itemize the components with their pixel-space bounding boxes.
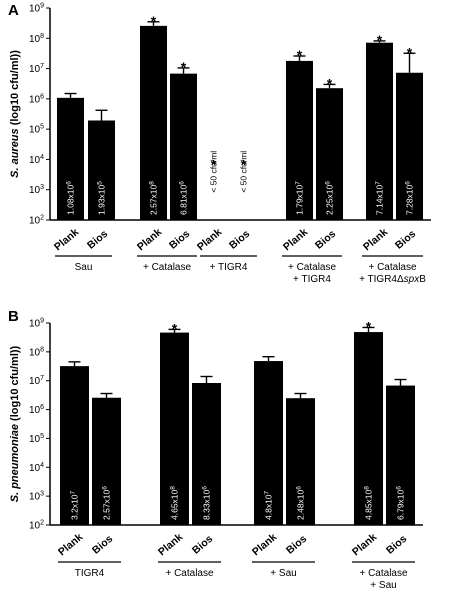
group-label: + Catalase (359, 568, 408, 579)
y-tick-label: 106 (29, 93, 44, 105)
group-label: + TIGR4 (210, 262, 248, 273)
y-tick-label: 103 (29, 491, 44, 503)
chart-panel-b: B S. pneumoniae (log10 cfu/ml)) 102 103 104 1… (8, 308, 423, 591)
x-tick-label: Bios (284, 533, 309, 557)
significance-star: * (377, 32, 383, 48)
y-tick-label: 109 (29, 318, 44, 330)
bar (192, 383, 221, 525)
bar (88, 120, 115, 220)
bar-value-label: 7.14x107 (375, 181, 385, 215)
x-tick-label: Plank (195, 226, 224, 253)
group-label: Sau (75, 262, 93, 273)
group-label: TIGR4 (75, 568, 105, 579)
bar-value-label: 4.65x108 (170, 486, 180, 520)
bar (57, 97, 84, 220)
group-label: + Sau (370, 580, 396, 591)
bar (316, 88, 343, 220)
significance-star: * (151, 13, 157, 29)
bar-value-label: 1.08x106 (66, 181, 76, 215)
group-label: + Catalase (165, 568, 214, 579)
bar (386, 385, 415, 525)
x-tick-label: Plank (156, 531, 185, 558)
panel-letter: B (8, 308, 19, 325)
bar-value-label: 2.57x108 (149, 181, 159, 215)
y-tick-label: 104 (29, 462, 44, 474)
x-tick-label: Bios (384, 533, 409, 557)
x-tick-label: Bios (393, 228, 418, 252)
bar-value-label: 6.81x106 (179, 181, 189, 215)
bar-value-label: 8.33x106 (202, 486, 212, 520)
x-tick-label: Plank (361, 226, 390, 253)
y-tick-label: 105 (29, 124, 44, 136)
bar (170, 73, 197, 220)
bar (396, 72, 423, 220)
bar (254, 361, 283, 525)
x-tick-label: Bios (167, 228, 192, 252)
bar-value-label: 3.2x107 (70, 490, 80, 520)
x-tick-label: Plank (350, 531, 379, 558)
significance-star: * (241, 156, 247, 172)
bar (354, 332, 383, 525)
x-tick-label: Plank (250, 531, 279, 558)
x-tick-label: Plank (52, 226, 81, 253)
bar-value-label: 1.93x105 (97, 181, 107, 215)
y-axis-label: S. pneumoniae (log10 cfu/ml)) (9, 345, 21, 502)
y-axis-label: S. aureus (log10 cfu/ml)) (9, 50, 21, 178)
bar-value-label: < 50 cfu/ml (209, 151, 219, 193)
bar (286, 60, 313, 221)
significance-star: * (211, 156, 217, 172)
x-tick-label: Plank (56, 531, 85, 558)
y-tick-label: 102 (29, 520, 44, 532)
y-tick-label: 104 (29, 154, 44, 166)
x-tick-label: Plank (135, 226, 164, 253)
x-tick-label: Bios (313, 228, 338, 252)
group-label: + Catalase (368, 262, 417, 273)
bar (366, 42, 393, 220)
significance-star: * (172, 320, 178, 336)
group-label: + Catalase (288, 262, 337, 273)
bar-value-label: 2.48x106 (296, 486, 306, 520)
bar-value-label: 4.85x108 (364, 486, 374, 520)
y-tick-label: 105 (29, 433, 44, 445)
panel-letter: A (8, 2, 19, 19)
bar (286, 398, 315, 525)
y-tick-label: 107 (29, 63, 44, 75)
bar (92, 397, 121, 525)
chart-panel-a: A S. aureus (log10 cfu/ml)) 102 103 104 105 10… (8, 2, 431, 285)
significance-star: * (297, 47, 303, 63)
group-label: + TIGR4 (293, 274, 331, 285)
bar-value-label: 2.25x106 (325, 181, 335, 215)
y-tick-label: 106 (29, 404, 44, 416)
bar (60, 366, 89, 525)
y-tick-label: 108 (29, 346, 44, 358)
x-tick-label: Plank (281, 226, 310, 253)
bar-value-label: < 50 cfu/ml (239, 151, 249, 193)
significance-star: * (407, 44, 413, 60)
bar-value-label: 2.57x106 (102, 486, 112, 520)
x-tick-label: Bios (90, 533, 115, 557)
significance-star: * (366, 318, 372, 334)
group-label: + Catalase (143, 262, 192, 273)
significance-star: * (327, 75, 333, 91)
y-tick-label: 107 (29, 375, 44, 387)
group-label: + Sau (270, 568, 296, 579)
bar-value-label: 6.79x106 (396, 486, 406, 520)
y-tick-label: 109 (29, 3, 44, 15)
group-label: + TIGR4ΔspxB (359, 274, 426, 285)
x-tick-label: Bios (227, 228, 252, 252)
y-tick-label: 108 (29, 33, 44, 45)
y-tick-label: 103 (29, 184, 44, 196)
bar-value-label: 1.79x107 (295, 181, 305, 215)
y-tick-label: 102 (29, 215, 44, 227)
bar-value-label: 7.28x106 (405, 181, 415, 215)
x-tick-label: Bios (190, 533, 215, 557)
bar (140, 25, 167, 221)
bar (160, 332, 189, 525)
significance-star: * (181, 59, 187, 75)
bar-value-label: 4.8x107 (264, 490, 274, 520)
x-tick-label: Bios (85, 228, 110, 252)
